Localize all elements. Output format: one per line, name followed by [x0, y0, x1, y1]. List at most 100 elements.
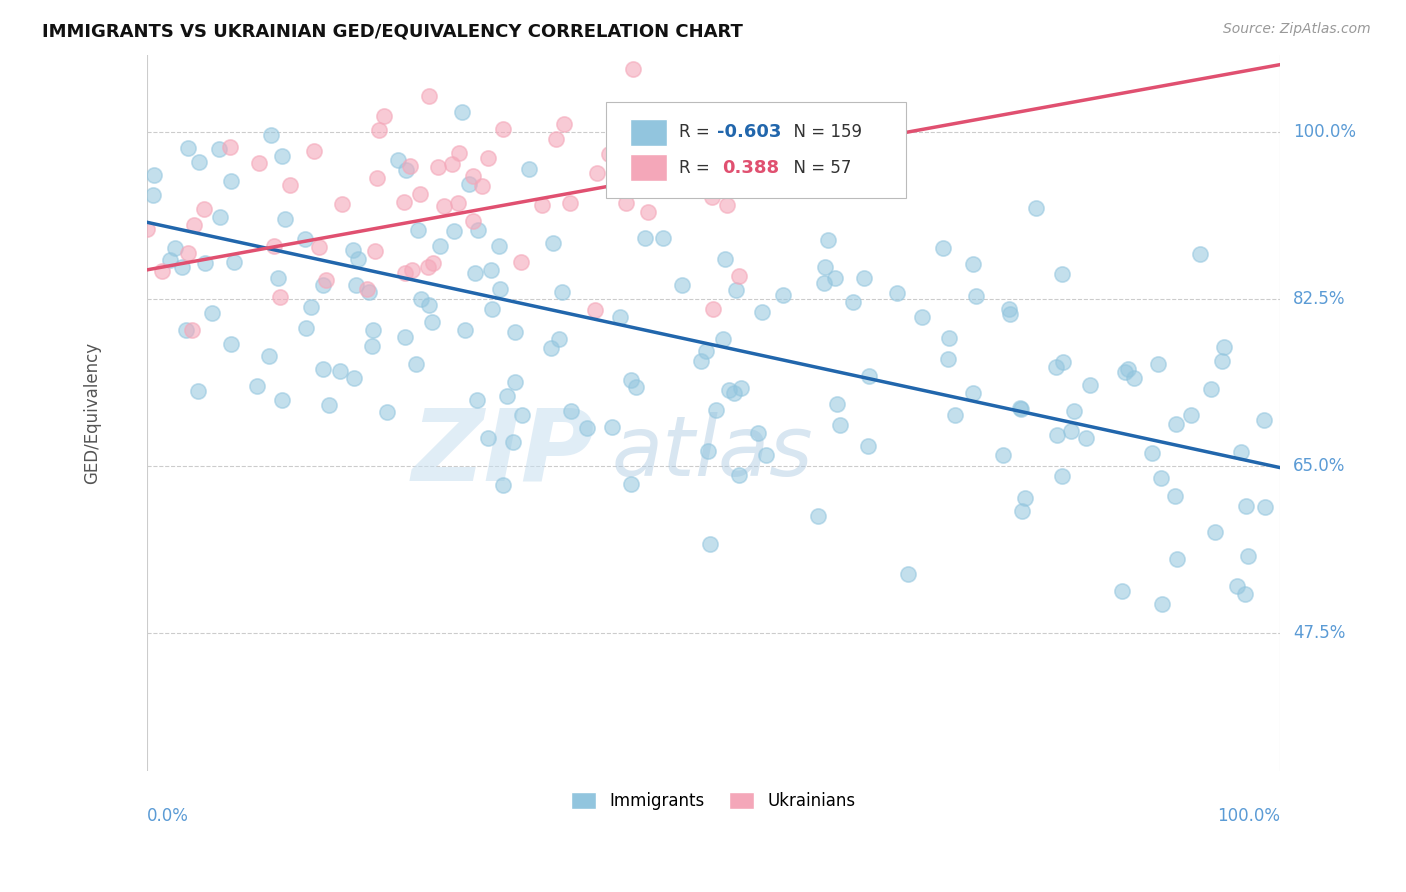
Point	[755, 448, 778, 462]
Point	[461, 169, 484, 183]
Point	[690, 353, 713, 368]
Point	[699, 536, 721, 550]
Point	[318, 398, 340, 412]
Point	[1213, 340, 1236, 354]
Point	[747, 425, 769, 440]
Text: R =: R =	[679, 123, 716, 142]
Point	[387, 153, 409, 168]
Point	[609, 310, 631, 324]
Text: R =: R =	[679, 159, 720, 177]
Point	[1150, 597, 1173, 611]
Point	[465, 392, 488, 407]
Point	[363, 244, 385, 259]
Point	[620, 477, 643, 491]
Point	[488, 282, 510, 296]
Point	[716, 198, 738, 212]
Point	[696, 444, 718, 458]
Point	[1123, 371, 1146, 385]
Point	[695, 344, 717, 359]
Point	[207, 142, 229, 156]
Point	[932, 242, 955, 256]
Point	[1074, 431, 1097, 445]
Point	[342, 243, 364, 257]
Point	[464, 266, 486, 280]
Text: -0.603: -0.603	[717, 123, 780, 142]
Point	[530, 197, 553, 211]
Point	[510, 408, 533, 422]
Point	[1199, 382, 1222, 396]
Point	[267, 271, 290, 285]
Point	[671, 278, 693, 293]
FancyBboxPatch shape	[606, 102, 905, 198]
Point	[858, 369, 880, 384]
Point	[540, 342, 562, 356]
Point	[586, 166, 609, 180]
Point	[418, 260, 440, 274]
Point	[502, 434, 524, 449]
Point	[1204, 524, 1226, 539]
Point	[1111, 584, 1133, 599]
Point	[443, 224, 465, 238]
Point	[997, 302, 1019, 317]
Text: 82.5%: 82.5%	[1294, 290, 1346, 308]
Point	[772, 287, 794, 301]
Point	[201, 306, 224, 320]
Point	[418, 298, 440, 312]
Point	[1052, 355, 1074, 369]
Point	[723, 386, 745, 401]
Text: GED/Equivalency: GED/Equivalency	[83, 342, 101, 484]
Point	[700, 190, 723, 204]
Point	[897, 567, 920, 582]
Point	[143, 168, 166, 182]
Point	[174, 323, 197, 337]
Point	[406, 223, 429, 237]
Point	[492, 122, 515, 136]
Point	[375, 405, 398, 419]
Point	[1236, 549, 1258, 563]
Point	[271, 149, 294, 163]
Point	[614, 196, 637, 211]
Point	[274, 211, 297, 226]
Point	[842, 294, 865, 309]
Point	[329, 364, 352, 378]
Point	[1014, 491, 1036, 505]
Point	[1052, 268, 1074, 282]
Point	[356, 282, 378, 296]
Point	[492, 477, 515, 491]
Point	[1045, 360, 1067, 375]
Point	[454, 323, 477, 337]
Point	[150, 263, 173, 277]
Text: N = 57: N = 57	[783, 159, 852, 177]
Point	[1011, 504, 1033, 518]
Point	[418, 88, 440, 103]
Point	[1149, 470, 1171, 484]
Text: atlas: atlas	[612, 412, 813, 493]
Point	[1063, 404, 1085, 418]
Point	[652, 231, 675, 245]
Point	[278, 178, 301, 193]
Point	[177, 141, 200, 155]
Text: 0.388: 0.388	[723, 159, 779, 177]
Point	[1234, 587, 1257, 601]
Point	[194, 256, 217, 270]
Point	[553, 117, 575, 131]
Point	[222, 255, 245, 269]
Point	[172, 260, 194, 274]
Text: N = 159: N = 159	[783, 123, 862, 142]
Point	[302, 145, 325, 159]
Point	[247, 156, 270, 170]
Point	[560, 404, 582, 418]
Point	[427, 160, 450, 174]
Point	[471, 179, 494, 194]
Text: 65.0%: 65.0%	[1294, 457, 1346, 475]
Point	[509, 255, 531, 269]
Text: ZIP: ZIP	[411, 404, 595, 501]
Point	[219, 337, 242, 351]
Point	[360, 339, 382, 353]
Point	[257, 349, 280, 363]
Point	[394, 330, 416, 344]
Point	[496, 389, 519, 403]
Point	[745, 165, 768, 179]
Point	[828, 417, 851, 432]
Point	[1166, 552, 1188, 566]
